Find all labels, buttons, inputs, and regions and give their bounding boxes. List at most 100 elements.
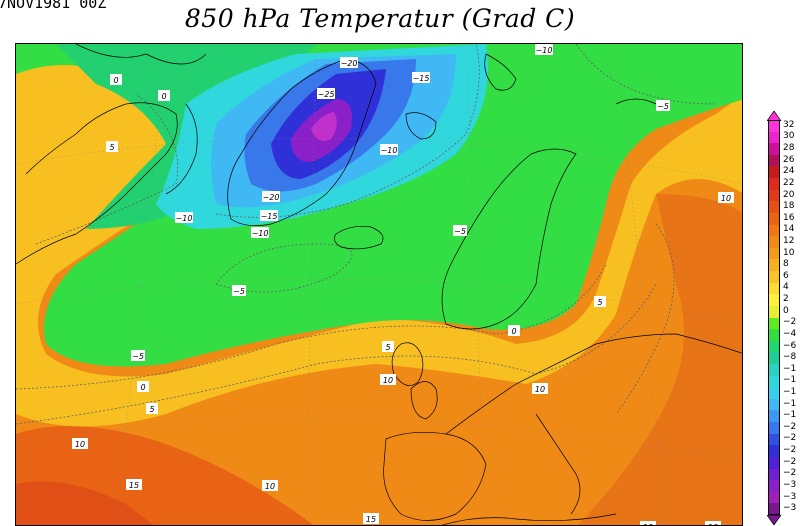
isotherm-label: 5 <box>109 143 114 152</box>
legend-scale-label: −1 <box>783 375 797 386</box>
legend-scale-label: −2 <box>783 445 797 456</box>
legend-color-cell <box>768 236 780 249</box>
legend-color-cell <box>768 317 780 330</box>
legend-scale-label: 6 <box>783 270 789 281</box>
legend-scale-label: −2 <box>783 433 797 444</box>
legend-color-cell <box>768 305 780 318</box>
isotherm-label: −5 <box>132 352 144 361</box>
legend-scale-label: −3 <box>783 503 797 514</box>
legend-color-cell <box>768 178 780 191</box>
legend-color-cell <box>768 480 780 493</box>
legend-scale-label: −1 <box>783 398 797 409</box>
legend-scale-label: 32 <box>783 119 795 130</box>
legend-scale-label: 8 <box>783 259 789 270</box>
legend-color-cell <box>768 491 780 504</box>
legend-color-cell <box>768 282 780 295</box>
legend-color-cell <box>768 131 780 144</box>
legend-scale-label: 28 <box>783 143 795 154</box>
legend-scale-label: −3 <box>783 491 797 502</box>
isotherm-label: −20 <box>263 193 280 202</box>
isotherm-label: 0 <box>161 92 166 101</box>
isotherm-label: −5 <box>454 227 466 236</box>
legend-color-cell <box>768 247 780 260</box>
coastlines <box>16 44 742 525</box>
isotherm-label: 15 <box>366 515 376 524</box>
legend-scale-label: 2 <box>783 294 789 305</box>
isotherm-label: 10 <box>265 482 275 491</box>
east-warm-region <box>577 194 742 525</box>
date-label: 7NOV1981 00Z <box>0 0 107 12</box>
legend-color-cell <box>768 271 780 284</box>
map-title: 850 hPa Temperatur (Grad C) <box>184 4 576 33</box>
temperature-field: −20 −25 −15 −10 −10 −5 0 0 5 −20 −15 −10… <box>16 44 742 526</box>
legend-scale-label: 4 <box>783 282 789 293</box>
legend-color-cell <box>768 143 780 156</box>
legend-color-cell <box>768 352 780 365</box>
south-west-warmest-region <box>16 481 154 525</box>
temperature-map[interactable]: −20 −25 −15 −10 −10 −5 0 0 5 −20 −15 −10… <box>15 43 743 526</box>
legend-color-cell <box>768 120 780 133</box>
legend-color-cell <box>768 294 780 307</box>
isotherm-label: −10 <box>252 229 269 238</box>
legend-scale-label: −2 <box>783 421 797 432</box>
isotherm-label: −15 <box>261 212 278 221</box>
isotherm-label: 10 <box>643 523 653 526</box>
legend-scale-label: −8 <box>783 352 797 363</box>
legend-color-cell <box>768 224 780 237</box>
legend-scale-label: 20 <box>783 189 795 200</box>
cold-core-center <box>311 112 337 142</box>
legend-scale-label: −2 <box>783 317 797 328</box>
legend-scale-label: −1 <box>783 387 797 397</box>
isotherm-label: 15 <box>129 481 139 490</box>
legend-color-cell <box>768 259 780 272</box>
legend-color-cell <box>768 433 780 446</box>
color-scale-legend: 32 30 28 26 24 22 20 18 16 14 12 10 8 6 4 2 0 −2 −4 −6 −8 −1−… <box>766 111 800 525</box>
legend-color-cell <box>768 189 780 202</box>
legend-scale-label: 0 <box>783 305 789 316</box>
isotherm-label: 10 <box>708 523 718 526</box>
isotherm-label: 5 <box>385 343 390 352</box>
isotherm-label: −25 <box>318 90 335 99</box>
legend-color-cell <box>768 166 780 179</box>
legend-scale-label: 26 <box>783 154 795 165</box>
legend-color-cell <box>768 503 780 516</box>
isotherm-label: 10 <box>383 376 393 385</box>
isotherm-label: −10 <box>381 146 398 155</box>
legend-bottom-arrow <box>767 515 782 525</box>
legend-color-cell <box>768 456 780 470</box>
legend-scale-label: 16 <box>783 212 795 223</box>
legend-color-cell <box>768 468 780 481</box>
graticule <box>16 44 742 525</box>
legend-color-cell <box>768 329 780 342</box>
isotherm-label: 10 <box>721 194 731 203</box>
legend-color-cell <box>768 410 780 423</box>
legend-scale-label: 18 <box>783 201 795 212</box>
legend-color-cell <box>768 387 780 400</box>
isotherm-label: −10 <box>176 214 193 223</box>
legend-color-cell <box>768 422 780 435</box>
legend-color-cell <box>768 375 780 388</box>
legend-scale-label: −6 <box>783 340 797 351</box>
legend-top-arrow <box>767 111 782 121</box>
isotherm-label: 0 <box>511 327 516 336</box>
legend-scale-label: 22 <box>783 177 795 188</box>
isotherm-label: 10 <box>75 440 85 449</box>
isotherm-label: 5 <box>597 298 602 307</box>
legend-color-cell <box>768 398 780 411</box>
isotherm-label: 0 <box>140 383 145 392</box>
isotherm-lines <box>16 44 717 425</box>
isotherm-label: −5 <box>233 287 245 296</box>
isotherm-label: 10 <box>535 385 545 394</box>
legend-scale-label: −2 <box>783 456 797 467</box>
legend-scale-label: −1 <box>783 410 797 421</box>
legend-scale-label: 24 <box>783 166 795 177</box>
isotherm-label-group: −20 −25 −15 −10 −10 −5 0 0 5 −20 −15 −10… <box>72 44 734 526</box>
legend-color-cell <box>768 154 780 167</box>
legend-color-cell <box>768 363 780 377</box>
legend-scale-label: −2 <box>783 468 797 479</box>
legend-scale-label: −1 <box>783 363 797 374</box>
legend-color-cell <box>768 340 780 353</box>
yellow-band <box>16 60 742 427</box>
legend-scale-label: 12 <box>783 235 795 246</box>
legend-scale-label: −3 <box>783 479 797 490</box>
